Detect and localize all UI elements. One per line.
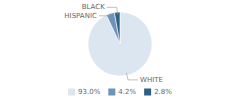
legend: 93.0% 4.2% 2.8% bbox=[68, 88, 172, 96]
slice-label: HISPANIC bbox=[64, 12, 97, 20]
slice-label: WHITE bbox=[140, 76, 163, 84]
legend-label: 4.2% bbox=[118, 88, 136, 96]
slices bbox=[88, 12, 152, 76]
legend-label: 93.0% bbox=[78, 88, 101, 96]
legend-swatch bbox=[68, 89, 75, 96]
legend-swatch bbox=[108, 89, 115, 96]
slice-labels: WHITE HISPANICBLACK bbox=[64, 3, 163, 84]
legend-label: 2.8% bbox=[154, 88, 172, 96]
pie-slice bbox=[88, 12, 152, 76]
legend-swatch bbox=[144, 89, 151, 96]
leader-line bbox=[126, 73, 138, 80]
slice-label: BLACK bbox=[82, 3, 105, 11]
leader-line bbox=[99, 15, 111, 16]
pie-slice bbox=[106, 12, 120, 44]
leader-line bbox=[107, 7, 118, 14]
pie-slice bbox=[114, 12, 120, 44]
chart: WHITE HISPANICBLACK 93.0% 4.2% 2.8% bbox=[0, 0, 240, 100]
